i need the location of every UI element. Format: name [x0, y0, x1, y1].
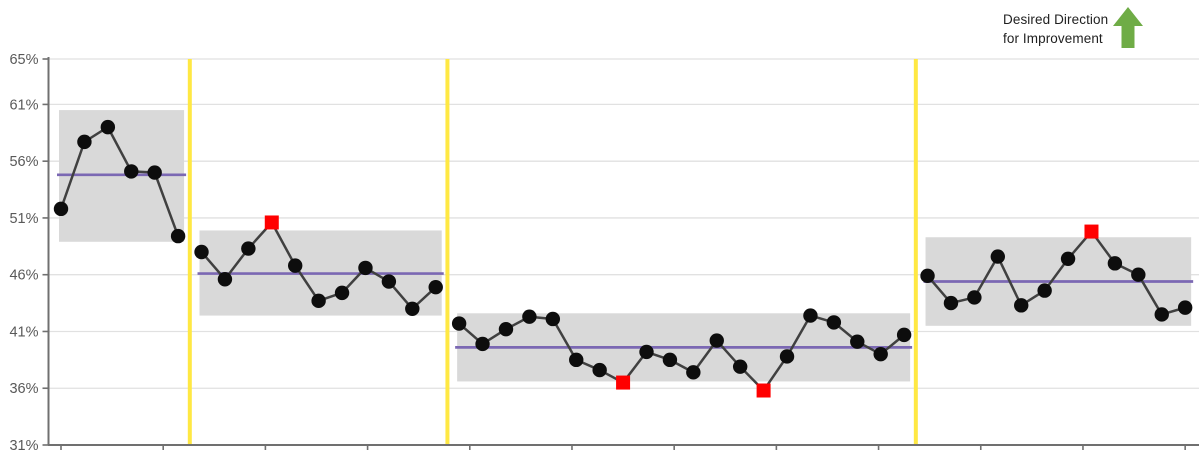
special-cause-point — [616, 375, 631, 390]
data-point — [779, 349, 795, 364]
data-point — [241, 241, 256, 256]
data-point — [896, 327, 912, 343]
data-point — [1177, 300, 1193, 315]
data-point — [405, 301, 420, 316]
data-point — [475, 336, 490, 352]
data-point — [850, 334, 865, 349]
data-point — [53, 201, 69, 217]
data-point — [639, 344, 654, 360]
up-arrow-shape — [1113, 7, 1144, 48]
y-tick-label: 65% — [9, 52, 38, 68]
y-tick-label: 56% — [9, 154, 38, 170]
data-point — [1154, 307, 1169, 322]
data-point — [990, 249, 1005, 264]
data-point — [803, 308, 818, 323]
data-point — [77, 134, 92, 150]
special-cause-point — [264, 215, 279, 230]
data-point — [967, 290, 982, 305]
data-point — [1060, 251, 1076, 267]
desired-direction-annotation: Desired Direction for Improvement — [1003, 7, 1144, 54]
data-point — [826, 315, 842, 330]
data-point — [522, 309, 537, 324]
data-point — [1037, 283, 1052, 298]
data-point — [381, 274, 397, 289]
data-point — [194, 244, 209, 260]
y-tick-label: 36% — [9, 381, 38, 397]
data-point — [451, 316, 467, 331]
series-line — [59, 125, 180, 238]
data-point — [569, 352, 584, 368]
data-point — [1131, 267, 1146, 282]
data-point — [686, 365, 701, 380]
data-point — [662, 352, 678, 368]
data-point — [1107, 256, 1123, 271]
y-tick-label: 31% — [9, 438, 38, 454]
data-point — [170, 228, 186, 244]
data-point — [147, 165, 162, 180]
data-point — [709, 333, 724, 348]
desired-direction-label: Desired Direction for Improvement — [1003, 10, 1108, 48]
data-point — [311, 293, 326, 309]
data-point — [428, 279, 443, 295]
data-point — [732, 359, 748, 374]
special-cause-point — [1084, 224, 1099, 239]
desired-direction-line1: Desired Direction — [1003, 12, 1109, 27]
data-point — [358, 260, 373, 276]
y-tick-label: 61% — [9, 97, 38, 113]
data-point — [592, 362, 607, 378]
y-tick-label: 51% — [9, 211, 38, 227]
data-point — [920, 268, 935, 284]
special-cause-point — [756, 383, 771, 398]
y-tick-label: 41% — [9, 324, 38, 340]
data-point — [124, 164, 139, 179]
data-point — [873, 346, 888, 362]
data-point — [217, 272, 233, 287]
data-point — [545, 311, 561, 327]
data-point — [1014, 298, 1029, 313]
y-tick-label: 46% — [9, 268, 38, 284]
up-arrow-icon — [1112, 7, 1144, 54]
data-point — [100, 119, 116, 135]
data-point — [288, 258, 303, 273]
data-point — [943, 295, 959, 311]
up-arrow-svg — [1113, 7, 1144, 48]
data-point — [498, 322, 514, 337]
data-point — [334, 285, 350, 301]
desired-direction-line2: for Improvement — [1003, 31, 1103, 47]
